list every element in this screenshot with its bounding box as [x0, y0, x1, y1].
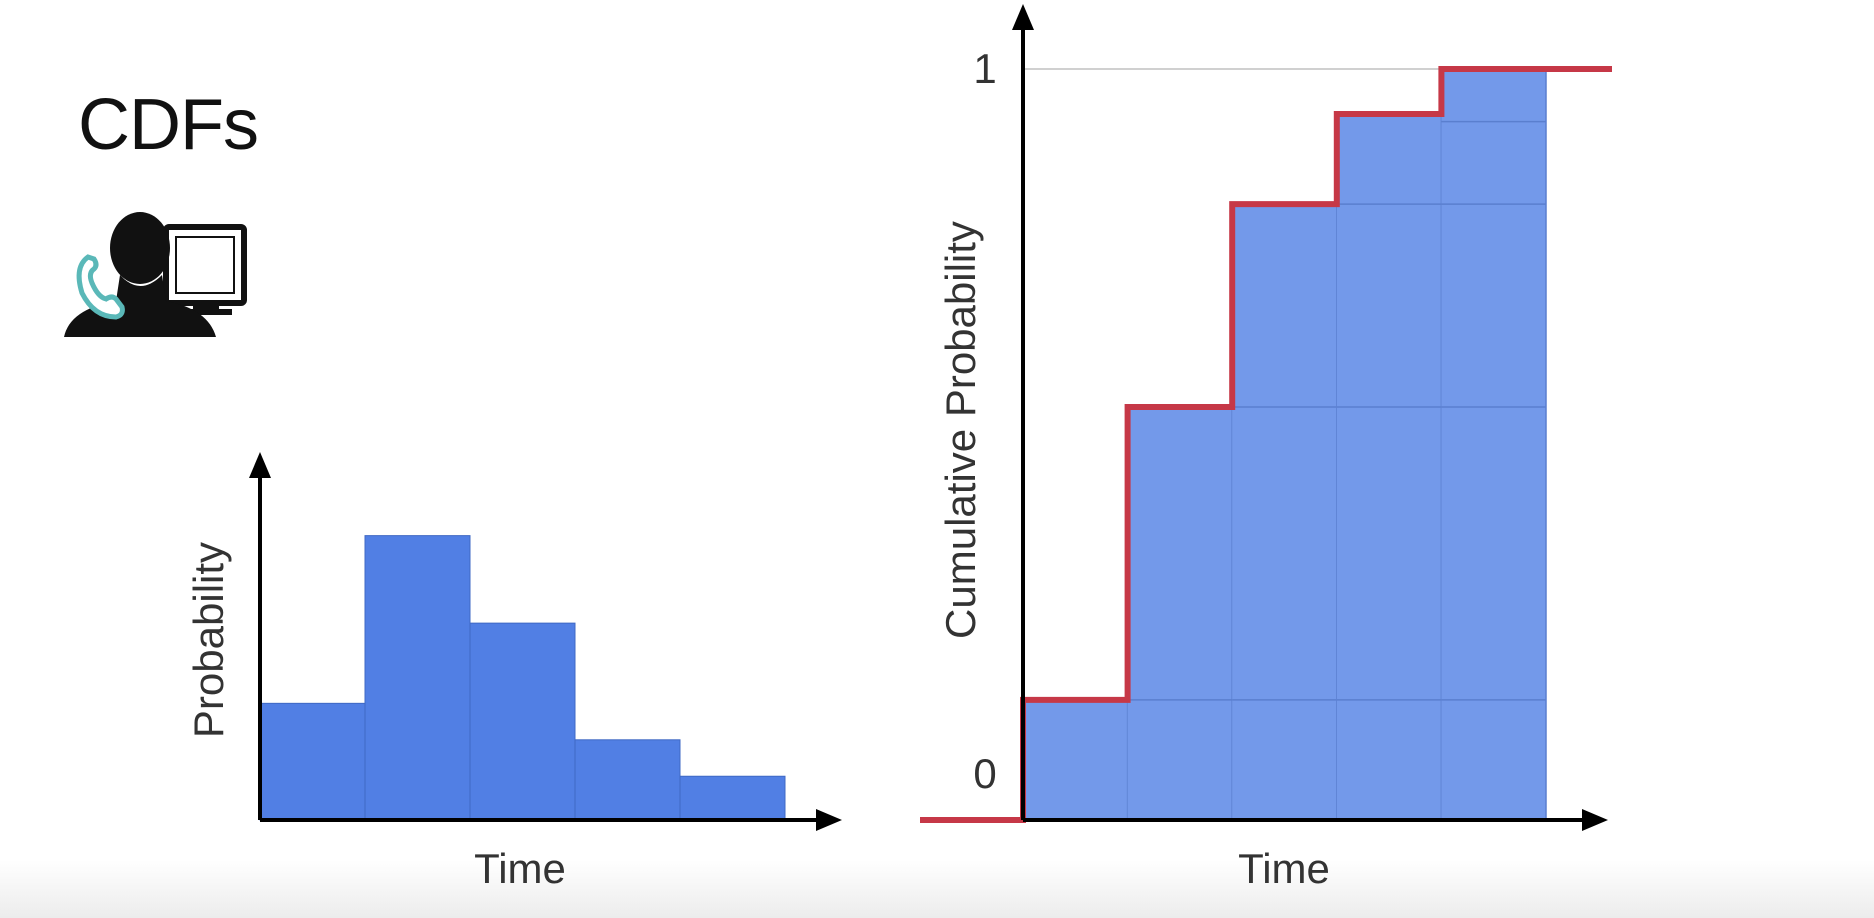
slide-title: CDFs: [78, 85, 259, 165]
cdf-y-tick-label: 0: [973, 750, 996, 797]
cdf-bar: [1023, 699, 1128, 820]
cdf-y-tick-label: 1: [973, 45, 996, 92]
pdf-y-axis-label: Probability: [185, 542, 232, 738]
pdf-bar: [364, 535, 471, 821]
pdf-bar: [574, 739, 681, 821]
pdf-x-axis-arrow: [816, 809, 842, 831]
cdf-x-axis-arrow: [1582, 809, 1608, 831]
pdf-y-axis-arrow: [249, 452, 271, 478]
pdf-bar: [469, 622, 576, 821]
cdf-bar: [1232, 204, 1337, 820]
cdf-x-axis-label: Time: [1238, 845, 1330, 892]
cdf-y-axis-arrow: [1012, 4, 1034, 30]
bottom-gradient: [0, 860, 1874, 918]
pdf-x-axis-label: Time: [474, 845, 566, 892]
cdf-bar: [1127, 406, 1233, 820]
pdf-bar: [679, 775, 786, 821]
call-center-agent-icon: [64, 212, 247, 337]
cdf-bar: [1441, 69, 1546, 820]
cdf-y-axis-label: Cumulative Probability: [937, 221, 984, 639]
cdf-bar: [1336, 114, 1442, 820]
